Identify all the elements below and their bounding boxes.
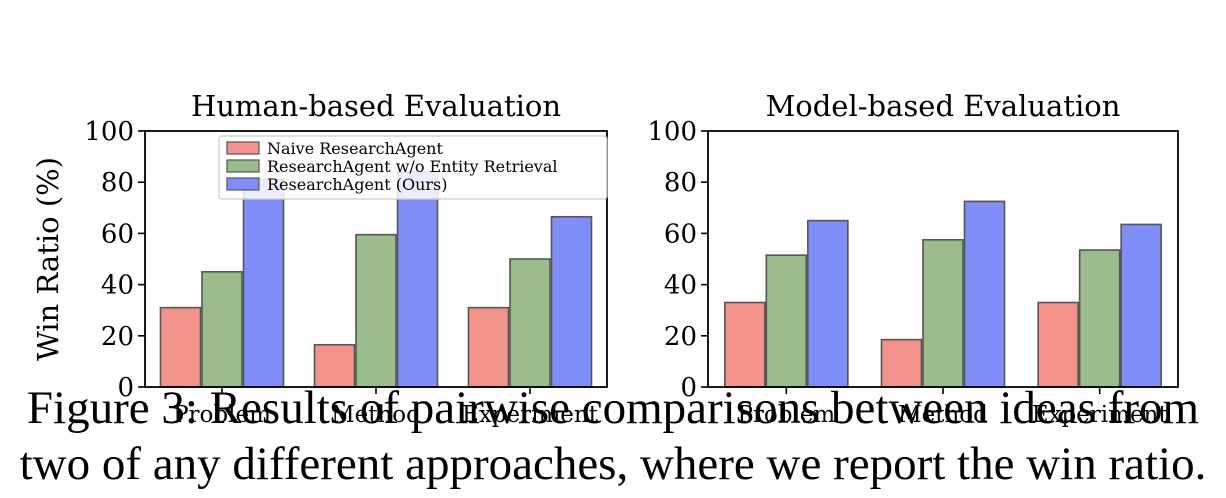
chart1-xtick-label: Method bbox=[331, 402, 421, 428]
chart2-ytick-label: 40 bbox=[664, 271, 697, 301]
chart2-bar-0-2 bbox=[1037, 301, 1079, 388]
chart1-bar-1-0 bbox=[201, 271, 243, 388]
chart2-ytick-label: 0 bbox=[680, 373, 697, 403]
chart2-ytick-label: 80 bbox=[664, 168, 697, 198]
chart1-ylabel: Win Ratio (%) bbox=[31, 157, 65, 361]
chart1-ytick-label: 80 bbox=[101, 168, 134, 198]
chart1-bar-1-2 bbox=[509, 258, 551, 388]
chart1-legend-label: ResearchAgent (Ours) bbox=[267, 175, 448, 194]
chart2-ytick-label: 20 bbox=[664, 322, 697, 352]
chart1-ytick-label: 20 bbox=[101, 322, 134, 352]
chart2-bar-2-0 bbox=[807, 219, 849, 388]
chart2-xtick-label: Problem bbox=[737, 402, 835, 428]
chart1-bar-0-0 bbox=[159, 306, 202, 388]
chart2-bar-2-2 bbox=[1120, 223, 1162, 388]
chart2-bar-2-1 bbox=[963, 200, 1006, 388]
chart1-legend-swatch bbox=[226, 177, 260, 191]
chart1-ytick-label: 40 bbox=[101, 271, 134, 301]
chart1-title: Human-based Evaluation bbox=[191, 89, 561, 123]
chart1-ytick-label: 0 bbox=[117, 373, 134, 403]
chart2-xtick-label: Experiment bbox=[1032, 402, 1169, 428]
chart2-bar-1-0 bbox=[765, 254, 808, 388]
chart1-legend-label: Naive ResearchAgent bbox=[267, 139, 443, 158]
chart1-bar-2-0 bbox=[242, 178, 285, 388]
chart1-xtick-label: Experiment bbox=[462, 402, 599, 428]
chart1-ytick-label: 60 bbox=[101, 219, 134, 249]
chart1-bar-1-1 bbox=[355, 233, 397, 388]
chart2-xtick-label: Method bbox=[898, 402, 988, 428]
chart1-legend-label: ResearchAgent w/o Entity Retrieval bbox=[267, 157, 558, 176]
chart2-bar-1-2 bbox=[1078, 249, 1121, 388]
chart2-ytick-label: 100 bbox=[647, 117, 697, 147]
chart2-bar-1-1 bbox=[922, 239, 964, 388]
chart1-legend-box bbox=[218, 135, 608, 200]
caption-line-1: Figure 3: Results of pairwise comparison… bbox=[26, 382, 1200, 434]
chart1-bar-0-1 bbox=[313, 343, 356, 388]
chart1-xtick-label: Problem bbox=[173, 402, 271, 428]
chart1-ytick-label: 100 bbox=[84, 117, 134, 147]
chart1-legend-swatch bbox=[226, 159, 260, 173]
caption-line-2: two of any different approaches, where w… bbox=[19, 438, 1207, 490]
chart1-bar-0-2 bbox=[467, 306, 510, 388]
chart2-bar-0-0 bbox=[724, 301, 766, 388]
figure-caption: Figure 3: Results of pairwise comparison… bbox=[0, 380, 1226, 492]
chart1-bar-2-2 bbox=[550, 215, 593, 388]
chart2-ytick-label: 60 bbox=[664, 219, 697, 249]
chart2-title: Model-based Evaluation bbox=[766, 89, 1121, 123]
chart1-legend-swatch bbox=[226, 141, 260, 155]
chart1-bar-2-1 bbox=[396, 171, 439, 388]
